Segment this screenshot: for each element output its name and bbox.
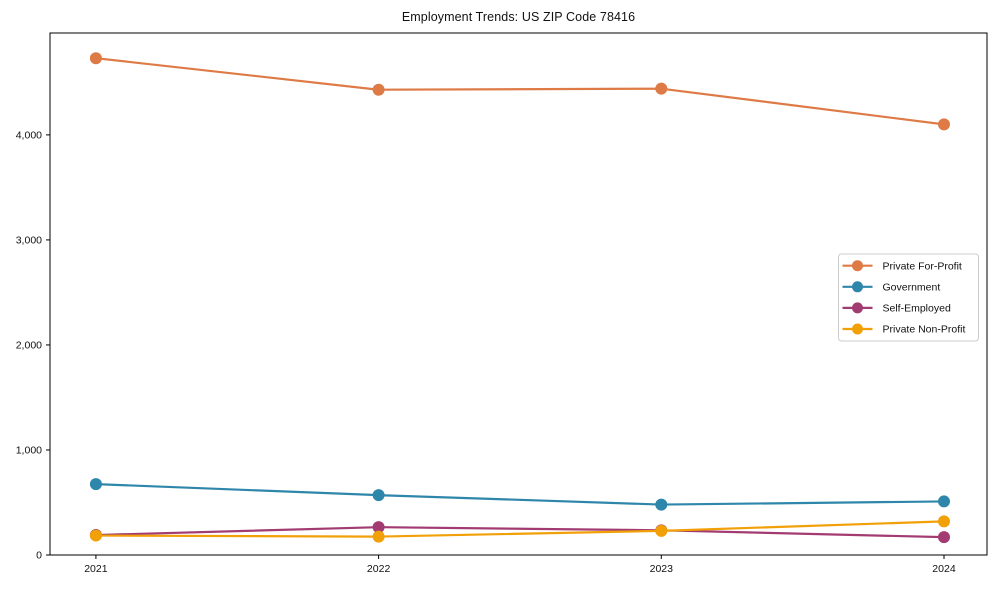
- series-line-private-for-profit: [95, 57, 945, 126]
- y-tick-label: 2,000: [16, 340, 42, 352]
- legend-swatch-marker: [852, 323, 863, 335]
- legend-label-government: Government: [883, 282, 941, 294]
- y-tick-label: 0: [36, 550, 42, 562]
- legend-label-private-for-profit: Private For-Profit: [883, 260, 962, 272]
- data-point-private-for-profit: [655, 82, 668, 95]
- data-point-government: [655, 498, 668, 511]
- legend-swatch-marker: [852, 260, 863, 272]
- data-point-government: [937, 495, 950, 508]
- series-line-private-non-profit: [95, 520, 945, 538]
- y-tick-label: 4,000: [16, 129, 42, 141]
- data-point-self-employed: [372, 521, 385, 534]
- x-tick-label: 2021: [84, 563, 108, 575]
- data-point-private-non-profit: [655, 524, 668, 537]
- y-tick-label: 3,000: [16, 235, 42, 247]
- legend-swatch-marker: [852, 281, 863, 293]
- data-point-private-for-profit: [89, 52, 102, 65]
- data-point-self-employed: [937, 531, 950, 544]
- axes-frame: [49, 32, 988, 556]
- data-point-government: [89, 478, 102, 491]
- series-line-government: [95, 483, 945, 506]
- legend-label-private-non-profit: Private Non-Profit: [883, 324, 966, 336]
- data-point-private-non-profit: [937, 515, 950, 528]
- x-tick-label: 2024: [932, 563, 956, 575]
- data-point-private-non-profit: [89, 529, 102, 542]
- x-tick-label: 2022: [367, 563, 391, 575]
- x-tick-label: 2023: [650, 563, 674, 575]
- chart-title: Employment Trends: US ZIP Code 78416: [401, 10, 636, 24]
- data-point-private-for-profit: [937, 118, 950, 131]
- data-point-government: [372, 489, 385, 502]
- data-point-private-for-profit: [372, 83, 385, 96]
- legend-swatch-marker: [852, 302, 863, 314]
- legend-box: [838, 253, 979, 342]
- legend-label-self-employed: Self-Employed: [883, 303, 951, 315]
- data-point-private-non-profit: [372, 530, 385, 543]
- y-tick-label: 1,000: [16, 445, 42, 457]
- series-line-self-employed: [95, 526, 945, 539]
